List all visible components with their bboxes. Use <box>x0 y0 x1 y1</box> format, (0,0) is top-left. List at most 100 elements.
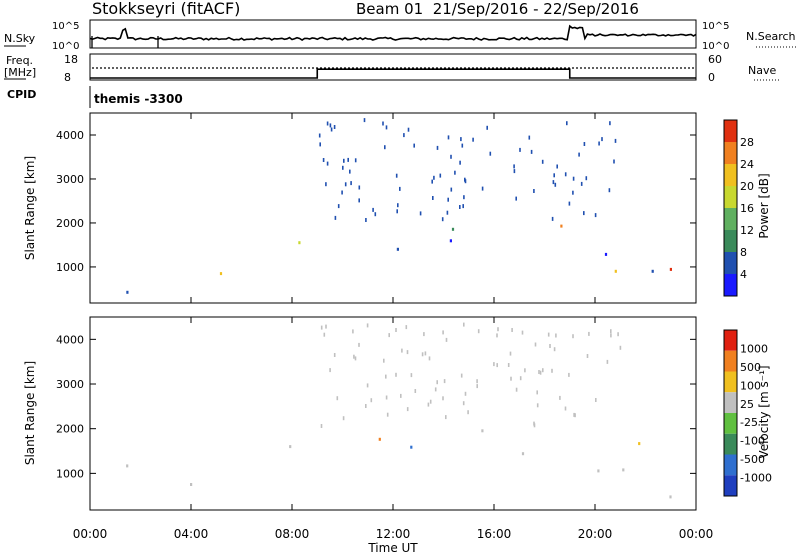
scatter-point <box>467 410 469 415</box>
scatter-point <box>583 211 585 216</box>
cpid-label: CPID <box>7 88 36 101</box>
y-tick-label: 4000 <box>56 333 84 346</box>
scatter-point <box>477 329 480 334</box>
scatter-point <box>410 445 413 449</box>
scatter-point <box>496 363 498 368</box>
y-tick-label: 4000 <box>56 129 84 142</box>
power-colorbar: 28 24 20 16 12 8 4 <box>723 119 754 297</box>
scatter-point <box>325 324 327 329</box>
scatter-point <box>551 216 554 221</box>
scatter-point <box>323 332 326 337</box>
freq-right-tick-bottom: 0 <box>708 71 715 84</box>
scatter-point <box>445 415 447 420</box>
scatter-point <box>433 175 435 180</box>
scatter-point <box>319 142 321 147</box>
noise-panel: N.Sky 10^5 10^0 10^5 10^0 N.Search <box>4 19 796 52</box>
scatter-point <box>431 179 433 184</box>
scatter-point <box>538 370 540 374</box>
scatter-point <box>434 387 437 392</box>
scatter-point <box>405 325 408 330</box>
colorbar-segment <box>724 208 737 230</box>
scatter-point <box>568 201 571 206</box>
scatter-point <box>651 269 654 273</box>
scatter-point <box>572 176 575 181</box>
scatter-point <box>598 141 600 146</box>
scatter-point <box>553 347 556 352</box>
scatter-point <box>421 352 424 357</box>
scatter-point <box>564 406 567 411</box>
colorbar-tick-label: 4 <box>740 268 747 281</box>
colorbar-tick-label: 8 <box>740 246 747 259</box>
scatter-point <box>476 379 478 384</box>
scatter-point <box>460 373 463 378</box>
scatter-point <box>366 323 369 328</box>
scatter-point <box>445 337 448 342</box>
scatter-point <box>555 333 557 338</box>
velocity-y-ticks: 4000 3000 2000 1000 <box>56 333 696 480</box>
scatter-point <box>464 391 467 396</box>
scatter-point <box>536 390 538 395</box>
y-tick-label: 2000 <box>56 217 84 230</box>
scatter-point <box>395 173 398 178</box>
scatter-point <box>370 398 373 403</box>
scatter-point <box>432 196 434 200</box>
colorbar-segment <box>724 186 737 208</box>
scatter-point <box>441 217 444 222</box>
scatter-point <box>608 188 611 193</box>
scatter-point <box>350 181 352 186</box>
scatter-point <box>325 182 327 187</box>
scatter-point <box>383 358 385 363</box>
scatter-point <box>461 143 464 148</box>
colorbar-tick-label: 16 <box>740 202 754 215</box>
scatter-point <box>463 195 465 200</box>
scatter-point <box>515 196 517 201</box>
scatter-point <box>447 197 449 202</box>
velocity-scatter <box>126 322 672 499</box>
scatter-point <box>410 373 413 378</box>
colorbar-segment <box>724 230 737 252</box>
scatter-point <box>298 241 301 245</box>
x-axis-label: Time UT <box>367 541 418 554</box>
scatter-point <box>449 239 452 243</box>
scatter-point <box>401 348 403 353</box>
noise-left-label: N.Sky <box>4 32 36 45</box>
scatter-point <box>604 252 608 256</box>
scatter-point <box>366 383 369 388</box>
scatter-point <box>533 421 535 426</box>
scatter-point <box>329 368 331 373</box>
scatter-point <box>397 203 399 208</box>
scatter-point <box>395 372 397 377</box>
colorbar-tick-label: 12 <box>740 224 754 237</box>
y-tick-label: 3000 <box>56 173 84 186</box>
scatter-point <box>553 173 555 178</box>
colorbar-segment <box>724 164 737 186</box>
colorbar-tick-label: -1000 <box>740 472 772 485</box>
scatter-point <box>442 396 444 401</box>
velocity-ylabel: Slant Range [km] <box>23 361 37 465</box>
y-tick-label: 3000 <box>56 378 84 391</box>
colorbar-segment <box>724 475 737 496</box>
x-tick-label: 08:00 <box>275 527 310 541</box>
scatter-point <box>322 158 325 162</box>
scatter-point <box>613 159 615 164</box>
scatter-point <box>528 135 531 140</box>
scatter-point <box>326 121 329 126</box>
noise-left-tick-bottom: 10^0 <box>52 41 79 52</box>
x-ticks: 00:00 04:00 08:00 12:00 16:00 20:00 00:00 <box>73 113 713 541</box>
nave-label: Nave <box>748 64 776 77</box>
velocity-colorbar-label: Velocity [m s⁻¹] <box>757 365 771 458</box>
colorbar-tick-label: 1000 <box>740 342 768 355</box>
colorbar-segment <box>724 371 737 393</box>
scatter-point <box>353 354 355 359</box>
y-tick-label: 1000 <box>56 261 84 274</box>
scatter-point <box>396 209 398 214</box>
station-title: Stokkseyri (fitACF) <box>92 0 240 18</box>
scatter-point <box>385 395 388 400</box>
scatter-point <box>606 359 609 364</box>
scatter-point <box>573 412 575 417</box>
scatter-point <box>549 344 551 348</box>
scatter-point <box>568 372 570 377</box>
scatter-point <box>400 393 402 398</box>
scatter-point <box>536 403 539 408</box>
